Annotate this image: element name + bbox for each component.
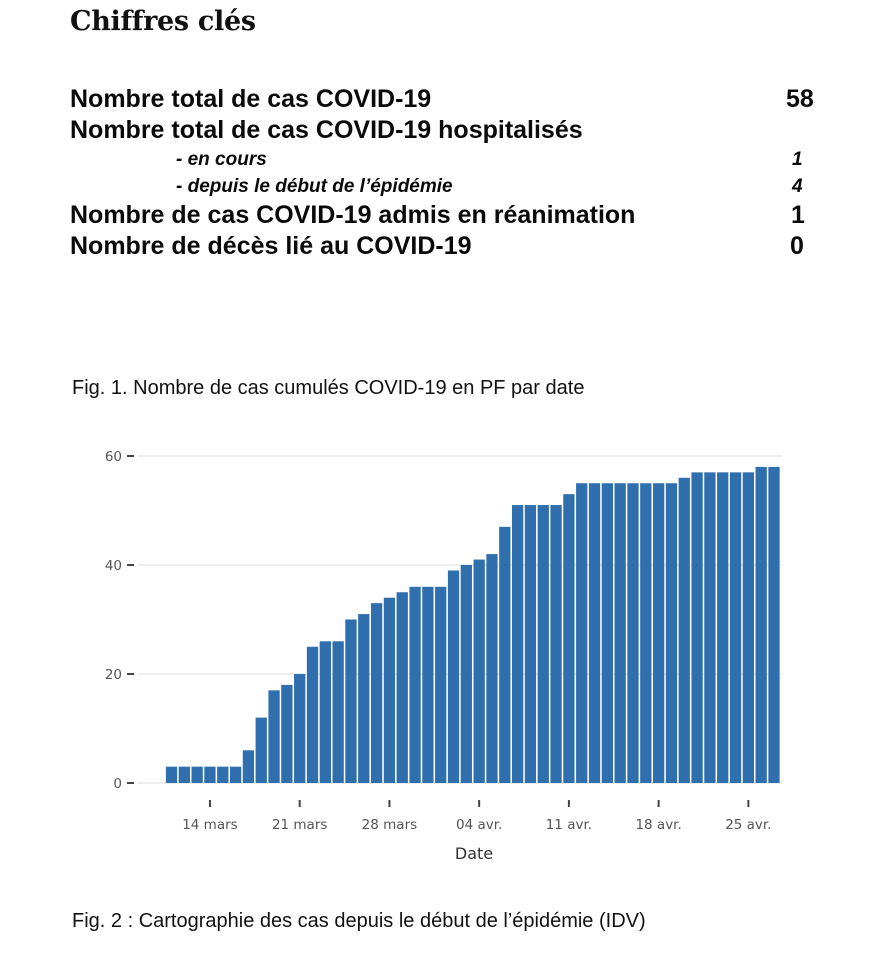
hospitalised-since-start-row: - depuis le début de l’épidémie 4 — [70, 173, 840, 200]
bar — [768, 466, 780, 783]
bar — [255, 717, 267, 783]
bar — [294, 674, 306, 783]
icu-label: Nombre de cas COVID-19 admis en réanimat… — [70, 201, 636, 229]
hospitalised-since-start-value: 4 — [792, 176, 803, 197]
bar — [550, 505, 562, 783]
key-figures-list: Nombre total de cas COVID-19 58 Nombre t… — [70, 84, 840, 262]
x-tick-label: 14 mars — [182, 817, 237, 833]
bar — [665, 483, 678, 783]
bar — [358, 614, 370, 783]
bar — [563, 494, 575, 783]
bar — [652, 483, 665, 783]
bar — [742, 472, 755, 783]
bar — [499, 526, 511, 783]
x-axis-title: Date — [455, 844, 493, 863]
bar — [524, 505, 537, 783]
bar — [601, 483, 613, 783]
bar — [511, 505, 524, 783]
bar — [396, 592, 408, 783]
bar — [447, 570, 460, 783]
bar — [640, 483, 652, 783]
icu-row: Nombre de cas COVID-19 admis en réanimat… — [70, 200, 840, 231]
hospitalised-current-row: - en cours 1 — [70, 146, 840, 173]
bar — [409, 586, 421, 783]
hospitalised-current-value: 1 — [792, 149, 803, 170]
bar — [422, 586, 434, 783]
deaths-row: Nombre de décès lié au COVID-19 0 — [70, 231, 840, 262]
deaths-value: 0 — [790, 232, 804, 260]
bar — [370, 603, 383, 783]
bar — [627, 483, 639, 783]
y-tick-label: 60 — [105, 449, 122, 465]
total-cases-label: Nombre total de cas COVID-19 — [70, 85, 432, 113]
bar — [332, 641, 344, 783]
icu-value: 1 — [791, 201, 805, 229]
bar — [678, 477, 690, 783]
key-figures-heading: Chiffres clés — [70, 6, 256, 37]
figure-2-caption: Fig. 2 : Cartographie des cas depuis le … — [72, 910, 646, 932]
bar — [704, 472, 716, 783]
bar — [691, 472, 703, 783]
bar — [191, 766, 203, 783]
bar — [383, 597, 396, 783]
bar — [473, 559, 485, 783]
x-tick-label: 21 mars — [272, 817, 327, 833]
bar — [717, 472, 729, 783]
hospitalised-current-label: - en cours — [176, 149, 267, 170]
figure-1-caption: Fig. 1. Nombre de cas cumulés COVID-19 e… — [72, 377, 585, 399]
bar — [537, 505, 549, 783]
bar — [460, 565, 472, 783]
bar — [281, 684, 293, 783]
y-tick-label: 0 — [113, 776, 122, 792]
bar — [204, 766, 216, 783]
bar — [588, 483, 601, 783]
bar — [614, 483, 626, 783]
bar — [755, 466, 767, 783]
x-tick-label: 28 mars — [362, 817, 417, 833]
x-tick-label: 25 avr. — [725, 817, 771, 833]
bar — [178, 766, 190, 783]
hospitalised-header-row: Nombre total de cas COVID-19 hospitalisé… — [70, 115, 840, 146]
x-tick-label: 18 avr. — [635, 817, 681, 833]
bar — [345, 619, 357, 783]
bar — [165, 766, 178, 783]
y-tick-label: 40 — [105, 558, 122, 574]
bar — [268, 690, 280, 783]
bar — [486, 554, 498, 783]
total-cases-row: Nombre total de cas COVID-19 58 — [70, 84, 840, 115]
deaths-label: Nombre de décès lié au COVID-19 — [70, 232, 472, 260]
bar — [729, 472, 742, 783]
y-tick-label: 20 — [105, 667, 122, 683]
bar — [319, 641, 331, 783]
bar — [242, 750, 255, 783]
total-cases-value: 58 — [786, 85, 814, 113]
bar — [435, 586, 447, 783]
cumulative-cases-bar-chart: 0 20 40 60 14 mars 21 mars 28 mars 04 avr. 11 av… — [105, 449, 782, 863]
x-tick-label: 11 avr. — [546, 817, 592, 833]
x-tick-label: 04 avr. — [456, 817, 502, 833]
bar — [217, 766, 229, 783]
hospitalised-since-start-label: - depuis le début de l’épidémie — [176, 176, 453, 197]
bar — [306, 646, 319, 783]
hospitalised-header-label: Nombre total de cas COVID-19 hospitalisé… — [70, 116, 583, 144]
bar — [229, 766, 242, 783]
bar — [576, 483, 588, 783]
